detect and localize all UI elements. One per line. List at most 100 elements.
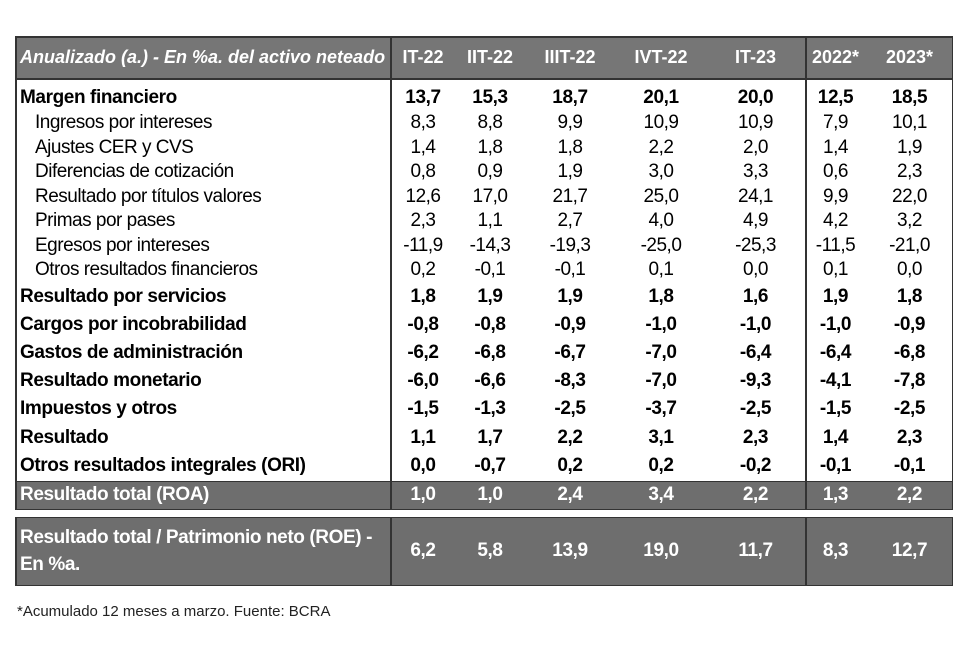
value-cell: 4,0	[648, 210, 674, 232]
value-cell: -0,1	[554, 259, 586, 281]
value-cell: 1,9	[557, 285, 583, 307]
value-cell: -2,5	[554, 398, 586, 420]
row-label: Egresos por intereses	[35, 234, 210, 256]
divider	[390, 516, 392, 585]
divider	[15, 36, 953, 38]
value-cell: -7,0	[645, 370, 677, 392]
value-cell: 2,3	[896, 426, 923, 448]
value-cell: -11,5	[815, 234, 856, 256]
value-cell: 1,8	[648, 285, 674, 307]
row-label: Cargos por incobrabilidad	[20, 313, 247, 335]
row-label: Impuestos y otros	[20, 398, 177, 420]
value-cell: 2,0	[743, 136, 768, 158]
value-cell: 0,0	[897, 259, 922, 281]
value-cell: 8,3	[410, 112, 436, 134]
value-cell: -6,4	[819, 341, 852, 363]
row-label: Resultado por servicios	[20, 285, 227, 307]
value-cell: 1,4	[822, 426, 849, 448]
header-row: Anualizado (a.) - En %a. del activo nete…	[15, 36, 953, 78]
value-cell: 2,2	[648, 136, 674, 158]
value-cell: 12,6	[405, 185, 441, 207]
value-cell: 9,9	[823, 185, 848, 207]
table-row: Egresos por intereses -11,9 -14,3 -19,3 -25,…	[15, 234, 953, 259]
value-cell: 0,2	[648, 454, 674, 476]
row-label: Otros resultados financieros	[35, 259, 258, 281]
value-cell: -1,5	[407, 398, 439, 420]
value-cell: 1,7	[477, 426, 503, 448]
table-row: Resultado por títulos valores 12,6 17,0 21,…	[15, 185, 953, 210]
row-label: Resultado por títulos valores	[35, 185, 262, 207]
row-label: Gastos de administración	[20, 341, 243, 363]
table-row: Resultado monetario -6,0 -6,6 -8,3 -7,0 -9,3 -…	[15, 367, 953, 395]
value-cell: 25,0	[643, 185, 679, 207]
value-cell: -0,1	[893, 454, 926, 476]
value-cell: -6,8	[893, 341, 926, 363]
value-cell: -14,3	[469, 234, 511, 256]
row-label: Margen financiero	[20, 87, 177, 108]
row-label: Resultado total (ROA)	[20, 483, 209, 505]
value-cell: 0,9	[477, 161, 503, 183]
row-label: Resultado	[20, 426, 109, 448]
value-cell: 13,7	[405, 87, 441, 108]
value-cell: 2,3	[410, 210, 436, 232]
table-row: Otros resultados integrales (ORI) 0,0 -0,7…	[15, 452, 953, 480]
row-label: Ingresos por intereses	[35, 112, 213, 134]
value-cell: 1,9	[897, 136, 922, 158]
value-cell: 1,1	[410, 426, 436, 448]
value-cell: 10,9	[738, 112, 773, 134]
value-cell: 8,3	[822, 539, 849, 561]
value-cell: 2,3	[742, 426, 769, 448]
value-cell: -1,0	[819, 313, 852, 335]
value-cell: 3,1	[648, 426, 674, 448]
value-cell: 1,1	[477, 210, 503, 232]
value-cell: 0,1	[648, 259, 674, 281]
value-cell: -3,7	[645, 398, 677, 420]
table-row: Gastos de administración -6,2 -6,8 -6,7 -7,0…	[15, 339, 953, 367]
divider	[390, 36, 392, 509]
divider	[951, 516, 953, 585]
value-cell: 3,3	[743, 161, 768, 183]
value-cell: 20,0	[737, 87, 774, 108]
divider	[15, 508, 953, 511]
value-cell: -7,8	[893, 370, 926, 392]
value-cell: 0,6	[823, 161, 848, 183]
value-cell: 21,7	[552, 185, 588, 207]
value-cell: 1,6	[742, 285, 769, 307]
divider	[15, 36, 17, 509]
value-cell: -6,0	[407, 370, 439, 392]
row-label: Resultado monetario	[20, 370, 202, 392]
value-cell: 1,9	[822, 285, 849, 307]
value-cell: 5,8	[477, 539, 503, 561]
value-cell: 11,7	[738, 539, 773, 561]
value-cell: 3,2	[897, 210, 922, 232]
value-cell: -0,9	[554, 313, 586, 335]
value-cell: IIIT-22	[544, 46, 596, 67]
divider	[15, 516, 953, 519]
value-cell: 3,0	[648, 161, 674, 183]
value-cell: 22,0	[892, 185, 927, 207]
footnote: *Acumulado 12 meses a marzo. Fuente: BCR…	[17, 603, 331, 620]
value-cell: -0,8	[407, 313, 439, 335]
value-cell: -9,3	[739, 370, 772, 392]
value-cell: 2023*	[885, 46, 934, 67]
value-cell: -0,9	[893, 313, 926, 335]
value-cell: 1,9	[557, 161, 583, 183]
value-cell: 1,0	[410, 483, 436, 505]
value-cell: -0,1	[474, 259, 506, 281]
value-cell: 1,3	[822, 483, 849, 505]
value-cell: 15,3	[472, 87, 508, 108]
table-row: Ingresos por intereses 8,3 8,8 9,9 10,9 10,9 7…	[15, 111, 953, 136]
value-cell: -7,0	[645, 341, 677, 363]
table-row: Cargos por incobrabilidad -0,8 -0,8 -0,9 -1,…	[15, 311, 953, 339]
table-row: Resultado 1,1 1,7 2,2 3,1 2,3 1,4 2,3	[15, 424, 953, 452]
value-cell: 24,1	[738, 185, 773, 207]
value-cell: IT-23	[734, 46, 777, 67]
value-cell: 4,9	[743, 210, 768, 232]
value-cell: 0,1	[823, 259, 848, 281]
row-label: Ajustes CER y CVS	[35, 136, 194, 158]
value-cell: 2,2	[742, 483, 769, 505]
value-cell: -4,1	[819, 370, 852, 392]
divider	[15, 78, 953, 80]
value-cell: -0,7	[474, 454, 506, 476]
value-cell: 0,2	[557, 454, 583, 476]
